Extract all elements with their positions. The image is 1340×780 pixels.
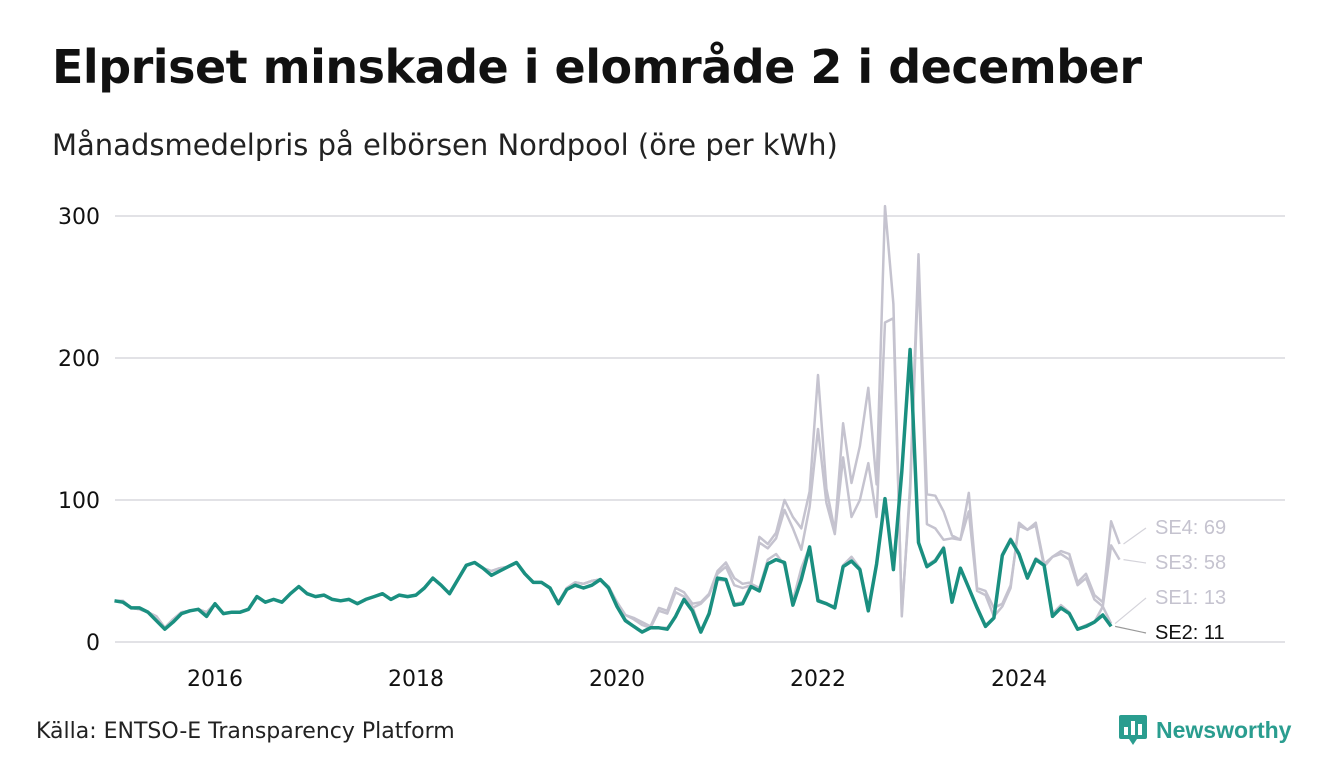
end-label-se1: SE1: 13 [1155, 587, 1226, 609]
end-label-se3: SE3: 58 [1155, 552, 1226, 574]
y-tick-label-100: 100 [58, 489, 100, 514]
leader-line-se4 [1123, 527, 1147, 545]
series-line-se2 [114, 347, 1113, 634]
x-tick-label-2016: 2016 [187, 667, 243, 692]
logo-text: Newsworthy [1156, 716, 1292, 743]
chart-bars-icon [1119, 715, 1147, 745]
series-line-se1 [114, 349, 1113, 634]
series-line-se4 [114, 204, 1121, 630]
leader-line-se1 [1114, 597, 1147, 625]
newsworthy-logo[interactable]: Newsworthy [1118, 713, 1291, 747]
x-tick-label-2024: 2024 [991, 667, 1047, 692]
gridlines [115, 215, 1285, 643]
chart-title: Elpriset minskade i elområde 2 i decembe… [52, 40, 1142, 94]
y-tick-label-0: 0 [86, 631, 100, 656]
leader-line-se2 [1114, 625, 1147, 634]
leader-line-se3 [1123, 559, 1147, 564]
series-line-se3 [114, 268, 1121, 630]
chart-subtitle: Månadsmedelpris på elbörsen Nordpool (ör… [52, 128, 838, 162]
x-tick-label-2018: 2018 [388, 667, 444, 692]
y-axis-ticks: 0 100 200 300 [58, 205, 100, 656]
end-labels: SE4: 69 SE3: 58 SE1: 13 SE2: 11 [1114, 517, 1226, 644]
end-label-se2: SE2: 11 [1155, 622, 1225, 644]
x-tick-label-2020: 2020 [589, 667, 645, 692]
y-tick-label-200: 200 [58, 347, 100, 372]
source-note: Källa: ENTSO-E Transparency Platform [36, 719, 455, 744]
y-tick-label-300: 300 [58, 205, 100, 230]
end-label-se4: SE4: 69 [1155, 517, 1226, 539]
x-tick-label-2022: 2022 [790, 667, 846, 692]
x-axis-ticks: 2016 2018 2020 2022 2024 [187, 667, 1047, 692]
series-lines [114, 204, 1121, 634]
